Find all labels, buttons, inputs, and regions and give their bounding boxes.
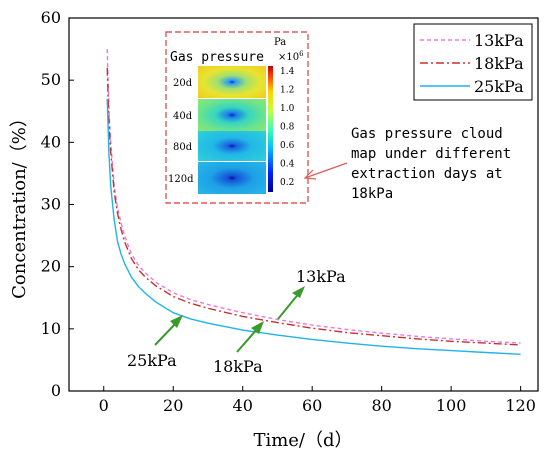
y-tick-label: 20 <box>41 257 61 276</box>
callout-arrowhead <box>303 169 317 180</box>
callout-arrow <box>304 162 348 179</box>
row-label-80d: 80d <box>173 142 193 153</box>
x-axis-label: Time/（d） <box>253 430 352 451</box>
cloud-map-20d <box>198 66 266 98</box>
arrow-13kpa <box>277 291 301 320</box>
callout-line-1: Gas pressure cloud <box>351 126 503 142</box>
row-label-20d: 20d <box>173 78 193 89</box>
x-tick-label: 80 <box>371 396 391 415</box>
arrowhead-25kpa <box>170 315 183 328</box>
y-axis-label: Concentration/（%） <box>9 109 30 299</box>
legend: 13kPa 18kPa 25kPa <box>413 23 533 101</box>
annotation-18kpa: 18kPa <box>213 357 263 376</box>
inset-cloud-map: Gas pressure Pa ×106 20d 40d 80d 120d 1.… <box>165 31 309 204</box>
callout-text: Gas pressure cloud map under different e… <box>351 126 520 202</box>
callout-line-2: map under different <box>351 146 511 162</box>
x-axis-ticks: 0 20 40 60 80 100 120 <box>99 386 536 415</box>
inset-multiplier-base: ×10 <box>278 52 299 63</box>
y-tick-label: 50 <box>41 70 61 89</box>
arrowhead-18kpa <box>251 321 264 334</box>
colorbar-tick-label: 1.4 <box>280 67 295 77</box>
colorbar-tick-label: 0.6 <box>280 141 295 151</box>
colorbar <box>268 66 273 192</box>
colorbar-tick-label: 0.8 <box>280 123 295 133</box>
colorbar-tick-label: 0.4 <box>280 160 295 170</box>
series-lines <box>106 49 521 355</box>
inset-multiplier: ×106 <box>278 50 304 63</box>
x-tick-label: 40 <box>233 396 253 415</box>
arrow-25kpa <box>154 321 178 346</box>
inset-multiplier-exp: 6 <box>299 50 304 58</box>
y-tick-label: 0 <box>51 381 61 400</box>
arrowhead-13kpa <box>292 286 305 298</box>
legend-items: 13kPa 18kPa 25kPa <box>420 31 524 96</box>
series-line-13kpa <box>106 49 521 344</box>
legend-label-18kpa: 18kPa <box>474 54 524 73</box>
cloud-map-120d <box>198 162 266 194</box>
y-axis-ticks: 0 10 20 30 40 50 60 <box>41 8 74 400</box>
series-line-18kpa <box>106 67 521 346</box>
legend-label-25kpa: 25kPa <box>474 77 524 96</box>
callout-line-3: extraction days at <box>351 166 503 182</box>
x-tick-label: 0 <box>99 396 109 415</box>
x-tick-label: 120 <box>505 396 536 415</box>
y-tick-label: 30 <box>41 195 61 214</box>
legend-box <box>413 23 533 101</box>
x-tick-label: 100 <box>436 396 467 415</box>
x-tick-label: 60 <box>302 396 322 415</box>
colorbar-ticks: 1.4 1.2 1.0 0.8 0.6 0.4 0.2 <box>280 67 295 188</box>
arrow-18kpa <box>236 327 259 353</box>
y-tick-label: 40 <box>41 132 61 151</box>
cloud-map-80d <box>198 131 266 161</box>
cloud-map-40d <box>198 99 266 131</box>
y-tick-label: 60 <box>41 8 61 27</box>
annotation-13kpa: 13kPa <box>296 267 346 286</box>
series-line-25kpa <box>106 98 521 355</box>
legend-label-13kpa: 13kPa <box>474 31 524 50</box>
annotation-25kpa: 25kPa <box>127 351 177 370</box>
colorbar-tick-label: 1.0 <box>280 104 295 114</box>
colorbar-tick-label: 0.2 <box>280 178 294 188</box>
y-tick-label: 10 <box>41 319 61 338</box>
x-tick-label: 20 <box>163 396 183 415</box>
row-label-40d: 40d <box>173 111 193 122</box>
colorbar-tick-label: 1.2 <box>280 86 294 96</box>
row-label-120d: 120d <box>168 174 194 185</box>
inset-title: Gas pressure <box>170 50 264 65</box>
inset-unit: Pa <box>274 37 286 48</box>
callout-line-4: 18kPa <box>351 186 393 202</box>
